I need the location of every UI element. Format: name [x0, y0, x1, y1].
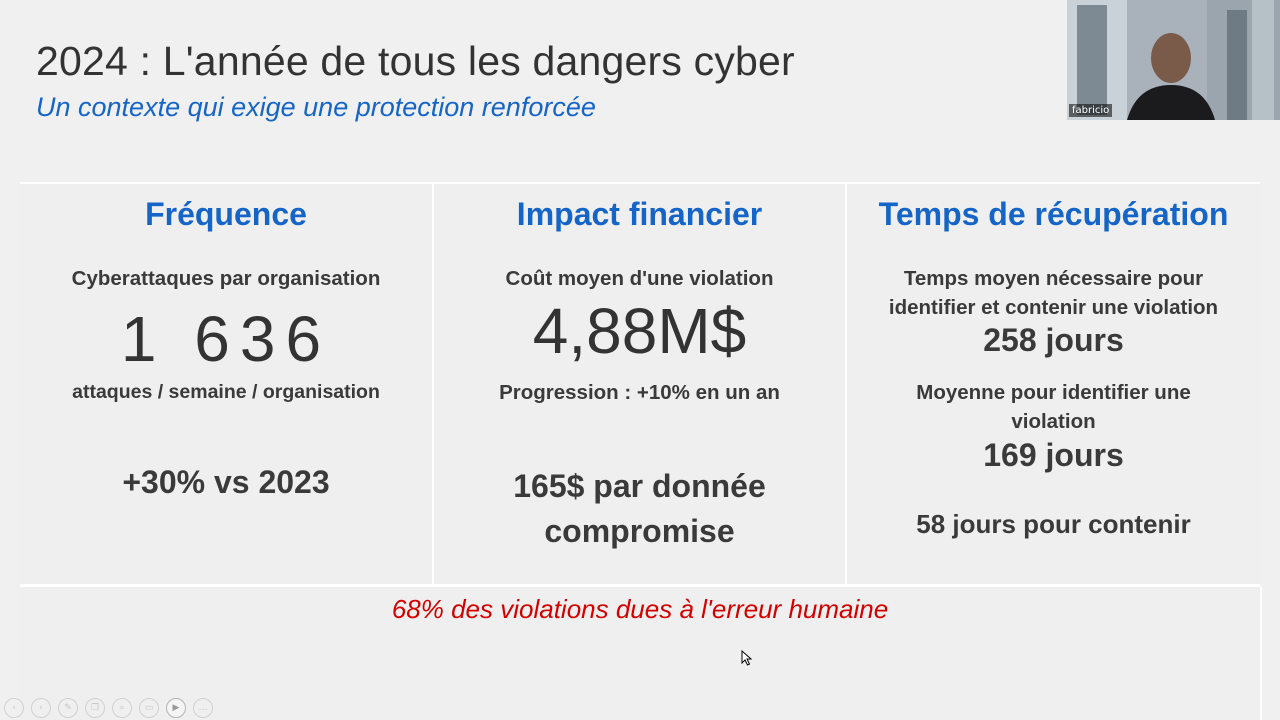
copy-icon[interactable]: ❐	[85, 698, 105, 718]
identify-label-line1: Moyenne pour identifier une	[847, 378, 1260, 407]
recovery-heading: Temps de récupération	[847, 196, 1260, 233]
contain-note: 58 jours pour contenir	[847, 510, 1260, 539]
column-divider	[845, 182, 847, 584]
column-frequency: Fréquence Cyberattaques par organisation…	[20, 182, 432, 586]
frequency-value: 1 636	[20, 302, 432, 376]
recovery-value: 258 jours	[847, 322, 1260, 359]
frequency-label: Cyberattaques par organisation	[20, 264, 432, 293]
financial-per-record-line2: compromise	[434, 509, 845, 554]
pen-icon[interactable]: ✎	[58, 698, 78, 718]
recovery-label-line1: Temps moyen nécessaire pour	[847, 264, 1260, 293]
column-divider	[432, 182, 434, 584]
slide-subtitle: Un contexte qui exige une protection ren…	[36, 92, 596, 123]
recovery-label-line2: identifier et contenir une violation	[847, 293, 1260, 322]
column-recovery-time: Temps de récupération Temps moyen nécess…	[847, 182, 1260, 586]
frequency-unit: attaques / semaine / organisation	[20, 378, 432, 407]
video-icon[interactable]: ▶	[166, 698, 186, 718]
frequency-note: +30% vs 2023	[20, 464, 432, 501]
column-financial-impact: Impact financier Coût moyen d'une violat…	[434, 182, 845, 586]
zoom-icon[interactable]: ⌕	[112, 698, 132, 718]
human-error-note: 68% des violations dues à l'erreur humai…	[0, 594, 1280, 625]
frequency-heading: Fréquence	[20, 196, 432, 233]
more-icon[interactable]: …	[193, 698, 213, 718]
mouse-cursor-icon	[741, 650, 753, 666]
identify-label-line2: violation	[847, 407, 1260, 436]
prev-icon[interactable]: ‹	[4, 698, 24, 718]
financial-label: Coût moyen d'une violation	[434, 264, 845, 293]
slide-title: 2024 : L'année de tous les dangers cyber	[36, 38, 795, 85]
identify-value: 169 jours	[847, 437, 1260, 474]
subtitles-icon[interactable]: ▭	[139, 698, 159, 718]
financial-value: 4,88M$	[434, 294, 845, 368]
participant-name: fabricio	[1069, 104, 1112, 117]
financial-heading: Impact financier	[434, 196, 845, 233]
financial-progress: Progression : +10% en un an	[434, 378, 845, 407]
next-icon[interactable]: ›	[31, 698, 51, 718]
webcam-video[interactable]: fabricio	[1067, 0, 1280, 120]
presentation-toolbar: ‹ › ✎ ❐ ⌕ ▭ ▶ …	[4, 698, 213, 718]
webcam-feed	[1067, 0, 1280, 120]
financial-per-record-line1: 165$ par donnée	[434, 464, 845, 509]
